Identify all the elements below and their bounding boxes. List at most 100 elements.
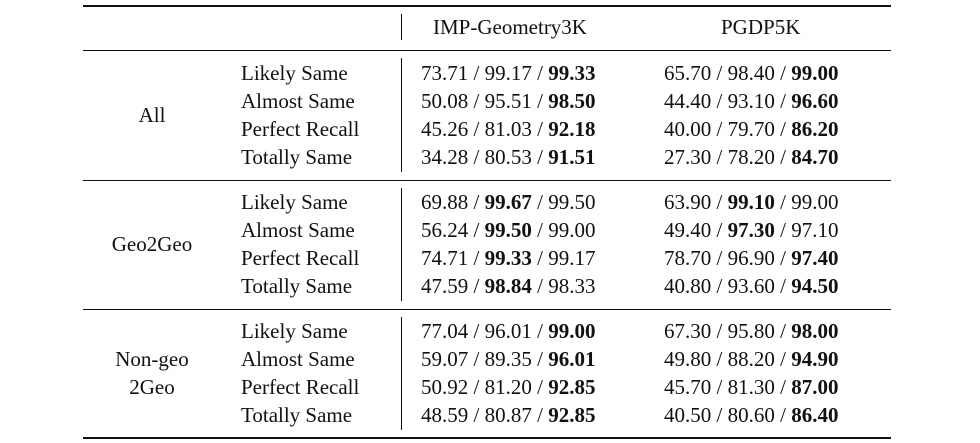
value-separator: / bbox=[537, 375, 543, 399]
value: 67.30 bbox=[664, 319, 712, 343]
value-separator: / bbox=[716, 61, 723, 85]
value-separator: / bbox=[537, 319, 543, 343]
imp-geometry3k-cell: 69.88/99.67/99.50 bbox=[421, 189, 595, 215]
value: 40.50 bbox=[664, 403, 712, 427]
best-value: 99.50 bbox=[484, 218, 532, 242]
pgdp5k-cell: 27.30/78.20/84.70 bbox=[664, 144, 838, 170]
value: 45.70 bbox=[664, 375, 712, 399]
value-separator: / bbox=[716, 190, 723, 214]
top-rule bbox=[83, 5, 891, 7]
value: 50.92 bbox=[421, 375, 469, 399]
value: 99.17 bbox=[548, 246, 596, 270]
best-value: 92.85 bbox=[548, 403, 596, 427]
value-separator: / bbox=[780, 218, 786, 242]
pgdp5k-cell: 44.40/93.10/96.60 bbox=[664, 88, 838, 114]
value: 78.70 bbox=[664, 246, 712, 270]
best-value: 99.10 bbox=[727, 190, 775, 214]
vertical-rule-group-3 bbox=[401, 317, 402, 430]
value-separator: / bbox=[780, 274, 786, 298]
value-separator: / bbox=[473, 319, 480, 343]
value: 89.35 bbox=[484, 347, 532, 371]
value-separator: / bbox=[473, 347, 480, 371]
value: 45.26 bbox=[421, 117, 469, 141]
pgdp5k-cell: 67.30/95.80/98.00 bbox=[664, 318, 838, 344]
value-separator: / bbox=[473, 89, 480, 113]
value: 96.90 bbox=[727, 246, 775, 270]
value-separator: / bbox=[716, 246, 723, 270]
value-separator: / bbox=[537, 274, 543, 298]
best-value: 92.85 bbox=[548, 375, 596, 399]
value-separator: / bbox=[780, 145, 786, 169]
pgdp5k-cell: 40.00/79.70/86.20 bbox=[664, 116, 838, 142]
value-separator: / bbox=[473, 218, 480, 242]
best-value: 99.00 bbox=[791, 61, 839, 85]
value: 69.88 bbox=[421, 190, 469, 214]
value: 40.80 bbox=[664, 274, 712, 298]
metric-label: Almost Same bbox=[241, 89, 355, 113]
best-value: 96.60 bbox=[791, 89, 839, 113]
value: 97.10 bbox=[791, 218, 839, 242]
value: 44.40 bbox=[664, 89, 712, 113]
value: 99.50 bbox=[548, 190, 596, 214]
best-value: 97.40 bbox=[791, 246, 839, 270]
value-separator: / bbox=[716, 117, 723, 141]
value-separator: / bbox=[780, 246, 786, 270]
value: 99.00 bbox=[791, 190, 839, 214]
value: 93.10 bbox=[727, 89, 775, 113]
value: 81.30 bbox=[727, 375, 775, 399]
group-rule-1 bbox=[83, 180, 891, 181]
value-separator: / bbox=[780, 347, 786, 371]
value-separator: / bbox=[716, 89, 723, 113]
metric-label: Perfect Recall bbox=[241, 117, 360, 141]
header-imp-geometry3k: IMP-Geometry3K bbox=[433, 15, 587, 39]
best-value: 99.33 bbox=[548, 61, 596, 85]
metric-label: Likely Same bbox=[241, 319, 348, 343]
metric-label: Totally Same bbox=[241, 274, 353, 298]
header-pgdp5k: PGDP5K bbox=[721, 15, 801, 39]
value-separator: / bbox=[716, 218, 723, 242]
value: 77.04 bbox=[421, 319, 469, 343]
value-separator: / bbox=[473, 61, 480, 85]
imp-geometry3k-cell: 48.59/80.87/92.85 bbox=[421, 402, 595, 428]
pgdp5k-cell: 78.70/96.90/97.40 bbox=[664, 245, 838, 271]
value: 49.80 bbox=[664, 347, 712, 371]
imp-geometry3k-cell: 47.59/98.84/98.33 bbox=[421, 273, 595, 299]
value: 93.60 bbox=[727, 274, 775, 298]
value-separator: / bbox=[473, 117, 480, 141]
value-separator: / bbox=[780, 375, 786, 399]
value: 81.20 bbox=[484, 375, 532, 399]
best-value: 98.00 bbox=[791, 319, 839, 343]
value-separator: / bbox=[537, 347, 543, 371]
imp-geometry3k-cell: 59.07/89.35/96.01 bbox=[421, 346, 595, 372]
value: 79.70 bbox=[727, 117, 775, 141]
value: 95.51 bbox=[484, 89, 532, 113]
value-separator: / bbox=[780, 319, 786, 343]
pgdp5k-cell: 65.70/98.40/99.00 bbox=[664, 60, 838, 86]
value: 50.08 bbox=[421, 89, 469, 113]
pgdp5k-cell: 49.40/97.30/97.10 bbox=[664, 217, 838, 243]
group-label: 2Geo bbox=[129, 375, 175, 399]
value-separator: / bbox=[537, 246, 543, 270]
group-rule-2 bbox=[83, 309, 891, 310]
value: 88.20 bbox=[727, 347, 775, 371]
imp-geometry3k-cell: 77.04/96.01/99.00 bbox=[421, 318, 595, 344]
value-separator: / bbox=[537, 145, 543, 169]
imp-geometry3k-cell: 50.92/81.20/92.85 bbox=[421, 374, 595, 400]
best-value: 91.51 bbox=[548, 145, 596, 169]
best-value: 92.18 bbox=[548, 117, 596, 141]
best-value: 99.33 bbox=[484, 246, 532, 270]
best-value: 86.20 bbox=[791, 117, 839, 141]
value-separator: / bbox=[780, 190, 786, 214]
best-value: 87.00 bbox=[791, 375, 839, 399]
imp-geometry3k-cell: 74.71/99.33/99.17 bbox=[421, 245, 595, 271]
value-separator: / bbox=[716, 145, 723, 169]
value: 98.33 bbox=[548, 274, 596, 298]
value: 74.71 bbox=[421, 246, 469, 270]
value-separator: / bbox=[537, 117, 543, 141]
metric-label: Likely Same bbox=[241, 190, 348, 214]
value-separator: / bbox=[537, 190, 543, 214]
value: 80.53 bbox=[484, 145, 532, 169]
value: 80.87 bbox=[484, 403, 532, 427]
vertical-rule-group-1 bbox=[401, 58, 402, 172]
best-value: 94.50 bbox=[791, 274, 839, 298]
